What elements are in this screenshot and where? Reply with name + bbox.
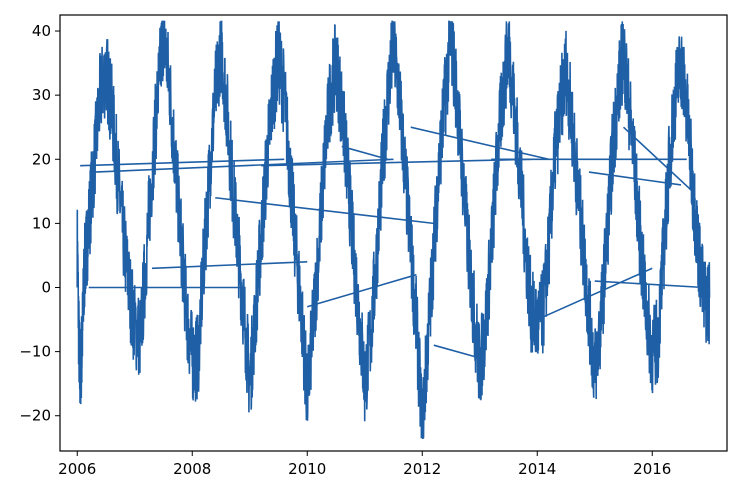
y-tick-label: 40	[32, 22, 51, 40]
series-connector-segment	[536, 267, 653, 321]
x-tick-label: 2012	[403, 460, 441, 478]
series-connector-segment	[341, 145, 388, 161]
x-tick-label: 2014	[518, 460, 556, 478]
y-axis: −20 −10 0 10 20 30 40	[19, 22, 60, 425]
series-connector-segment	[307, 273, 417, 308]
series-connector-segment	[594, 280, 705, 289]
series-connector-segment	[80, 158, 285, 167]
x-tick-label: 2008	[173, 460, 211, 478]
y-tick-label: 0	[41, 279, 51, 297]
series-lines	[76, 20, 711, 439]
y-tick-label: −10	[19, 343, 51, 361]
series-connector-segment	[433, 344, 480, 359]
series-connector-segment	[215, 196, 434, 225]
y-tick-label: −20	[19, 407, 51, 425]
y-tick-label: 10	[32, 214, 51, 232]
series-connector-segment	[410, 126, 549, 161]
series-connector-segment	[622, 126, 694, 192]
x-axis: 2006 2008 2010 2012 2014 2016	[58, 451, 671, 478]
x-tick-label: 2010	[288, 460, 326, 478]
series-connector-segment	[94, 158, 394, 173]
series-connector-segment	[261, 158, 532, 167]
y-tick-label: 30	[32, 86, 51, 104]
plot-frame	[59, 14, 728, 452]
x-tick-label: 2006	[58, 460, 96, 478]
series-connector-segment	[588, 171, 682, 186]
series-connector-segment	[151, 261, 308, 270]
y-tick-label: 20	[32, 150, 51, 168]
series-line	[76, 20, 711, 439]
x-tick-label: 2016	[633, 460, 671, 478]
